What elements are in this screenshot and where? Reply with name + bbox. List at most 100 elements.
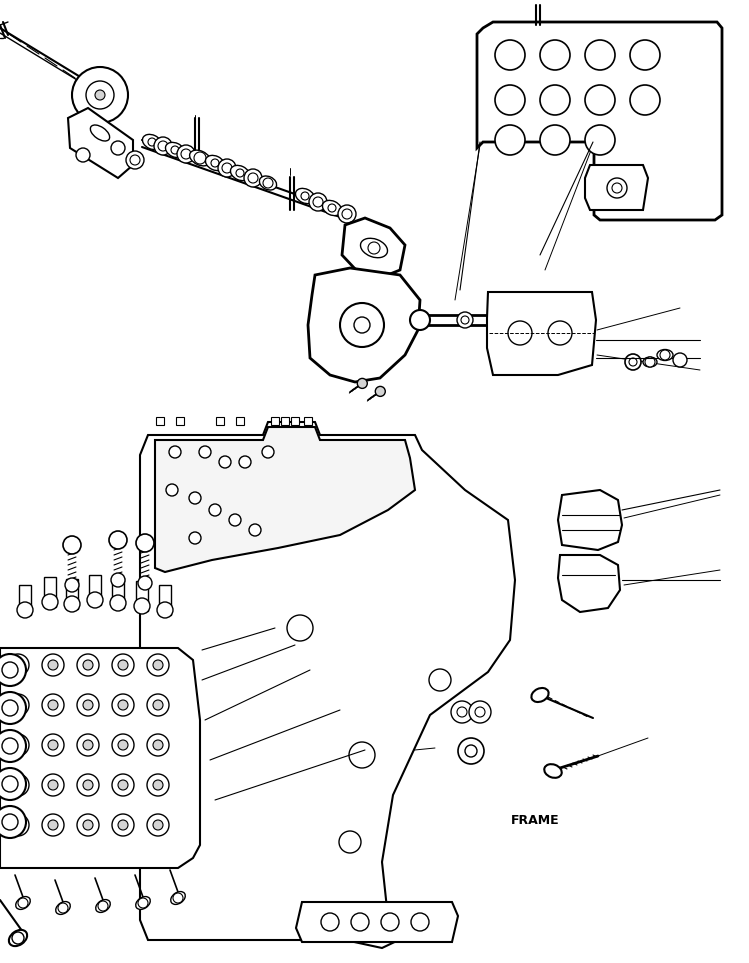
Circle shape: [7, 774, 29, 796]
Circle shape: [194, 152, 206, 164]
Circle shape: [262, 446, 274, 458]
Polygon shape: [477, 22, 722, 220]
Bar: [216, 417, 224, 425]
Circle shape: [630, 40, 660, 70]
Circle shape: [48, 660, 58, 670]
Circle shape: [625, 354, 641, 370]
Circle shape: [147, 774, 169, 796]
Circle shape: [48, 740, 58, 750]
Circle shape: [42, 694, 64, 716]
Circle shape: [147, 814, 169, 836]
Bar: [136, 581, 148, 611]
Circle shape: [540, 125, 570, 155]
Ellipse shape: [142, 135, 162, 149]
Circle shape: [548, 321, 572, 345]
Circle shape: [219, 456, 231, 468]
Circle shape: [410, 310, 430, 330]
Circle shape: [500, 310, 520, 330]
Circle shape: [77, 814, 99, 836]
Circle shape: [375, 386, 385, 397]
Circle shape: [118, 660, 128, 670]
Polygon shape: [140, 422, 515, 948]
Circle shape: [154, 137, 172, 155]
Bar: [66, 579, 78, 609]
Text: FRAME: FRAME: [511, 814, 560, 826]
Bar: [291, 417, 299, 425]
Circle shape: [83, 780, 93, 790]
Polygon shape: [487, 292, 596, 375]
Circle shape: [12, 932, 24, 944]
Circle shape: [77, 694, 99, 716]
Circle shape: [138, 576, 152, 590]
Circle shape: [0, 768, 26, 800]
Circle shape: [2, 738, 18, 754]
Bar: [112, 578, 124, 608]
Circle shape: [495, 125, 525, 155]
Circle shape: [13, 660, 23, 670]
Circle shape: [112, 814, 134, 836]
Circle shape: [153, 740, 163, 750]
Circle shape: [7, 694, 29, 716]
Circle shape: [0, 692, 26, 724]
Circle shape: [148, 138, 156, 146]
Ellipse shape: [205, 155, 225, 170]
Ellipse shape: [259, 176, 276, 190]
Circle shape: [495, 85, 525, 115]
Ellipse shape: [323, 200, 342, 216]
Circle shape: [177, 145, 195, 163]
Circle shape: [585, 85, 615, 115]
Ellipse shape: [171, 892, 185, 904]
Circle shape: [153, 820, 163, 830]
Circle shape: [95, 90, 105, 100]
Circle shape: [236, 169, 244, 177]
Circle shape: [13, 780, 23, 790]
Circle shape: [339, 831, 361, 853]
Circle shape: [2, 700, 18, 716]
Circle shape: [42, 814, 64, 836]
Circle shape: [629, 358, 637, 366]
Ellipse shape: [9, 930, 27, 946]
Circle shape: [138, 898, 148, 908]
Circle shape: [465, 745, 477, 757]
Circle shape: [153, 780, 163, 790]
Circle shape: [109, 531, 127, 549]
Circle shape: [451, 701, 473, 723]
Circle shape: [63, 536, 81, 554]
Circle shape: [72, 67, 128, 123]
Circle shape: [169, 446, 181, 458]
Circle shape: [340, 303, 384, 347]
Circle shape: [130, 155, 140, 165]
Ellipse shape: [360, 238, 387, 258]
Circle shape: [112, 734, 134, 756]
Ellipse shape: [231, 166, 249, 181]
Circle shape: [461, 316, 469, 324]
Circle shape: [83, 820, 93, 830]
Circle shape: [287, 615, 313, 641]
Circle shape: [540, 85, 570, 115]
Circle shape: [475, 707, 485, 717]
Circle shape: [48, 820, 58, 830]
Circle shape: [429, 669, 451, 691]
Circle shape: [110, 595, 126, 611]
Ellipse shape: [16, 897, 30, 909]
Circle shape: [157, 602, 173, 618]
Circle shape: [158, 141, 168, 151]
Circle shape: [13, 820, 23, 830]
Circle shape: [48, 700, 58, 710]
Circle shape: [457, 312, 473, 328]
Circle shape: [111, 141, 125, 155]
Circle shape: [153, 700, 163, 710]
Circle shape: [342, 209, 352, 219]
Circle shape: [354, 317, 370, 333]
Circle shape: [368, 242, 380, 254]
Circle shape: [147, 694, 169, 716]
Circle shape: [42, 654, 64, 676]
Circle shape: [248, 173, 258, 183]
Ellipse shape: [55, 901, 70, 915]
Circle shape: [171, 146, 179, 154]
Ellipse shape: [91, 125, 109, 141]
Circle shape: [199, 446, 211, 458]
Circle shape: [77, 734, 99, 756]
Polygon shape: [308, 268, 420, 382]
Circle shape: [65, 578, 79, 592]
